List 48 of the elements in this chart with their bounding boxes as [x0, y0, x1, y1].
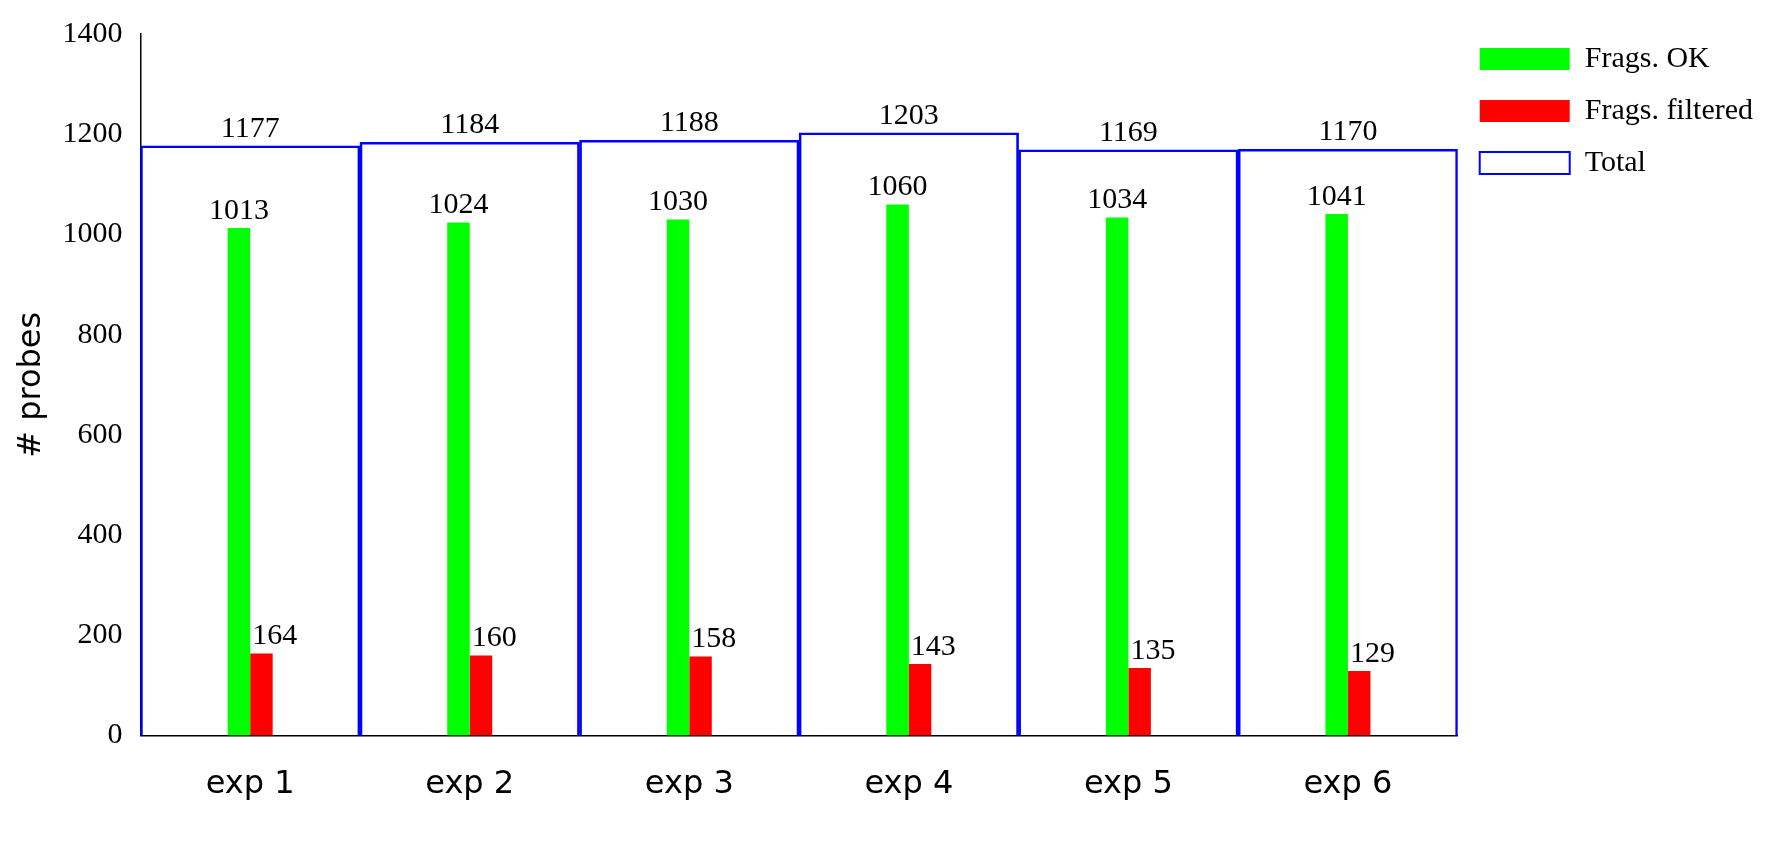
x-tick-label: exp 4 [864, 763, 954, 802]
data-label: 129 [1349, 634, 1395, 668]
data-label: 1041 [1306, 177, 1367, 211]
x-tick-label: exp 3 [644, 763, 734, 802]
data-label: 1024 [428, 186, 489, 220]
y-tick-label: 1400 [62, 14, 123, 48]
x-tick-label: exp 2 [425, 763, 515, 802]
y-tick-label: 200 [77, 616, 123, 650]
data-label: 1013 [208, 191, 269, 225]
bar [227, 227, 251, 736]
bar [666, 219, 690, 736]
y-tick-label: 1200 [62, 115, 123, 149]
bar [886, 204, 909, 736]
data-label: 143 [910, 627, 956, 661]
y-tick-label: 1000 [62, 215, 123, 249]
bar [689, 656, 712, 736]
data-label: 164 [252, 617, 298, 651]
data-label: 1203 [878, 96, 939, 130]
bar [469, 655, 493, 736]
y-tick-label: 600 [77, 415, 123, 449]
y-tick-label: 800 [77, 315, 123, 349]
legend-label: Total [1584, 143, 1646, 177]
data-label: 1169 [1098, 113, 1158, 147]
data-label: 160 [471, 619, 517, 653]
x-tick-label: exp 6 [1303, 763, 1393, 802]
data-label: 1170 [1318, 113, 1378, 147]
data-label: 1030 [648, 183, 709, 217]
data-label: 1188 [659, 104, 719, 138]
bar [908, 663, 932, 736]
bar [1325, 213, 1348, 736]
data-label: 158 [691, 620, 737, 654]
y-tick-label: 400 [77, 516, 123, 550]
y-axis-title: # probes [9, 311, 48, 458]
data-label: 1034 [1087, 181, 1148, 215]
data-label: 1060 [867, 168, 928, 202]
x-tick-label: exp 5 [1083, 763, 1173, 802]
bar [1128, 667, 1151, 736]
legend-label: Frags. filtered [1584, 91, 1753, 125]
legend-label: Frags. OK [1584, 39, 1711, 73]
bar [1105, 217, 1129, 736]
x-tick-label: exp 1 [205, 763, 295, 802]
data-label: 135 [1130, 631, 1176, 665]
data-label: 1184 [440, 106, 500, 140]
bar [250, 653, 273, 736]
bar [1347, 670, 1371, 736]
bar [447, 222, 470, 736]
y-tick-label: 0 [107, 716, 123, 750]
data-label: 1177 [220, 109, 280, 143]
